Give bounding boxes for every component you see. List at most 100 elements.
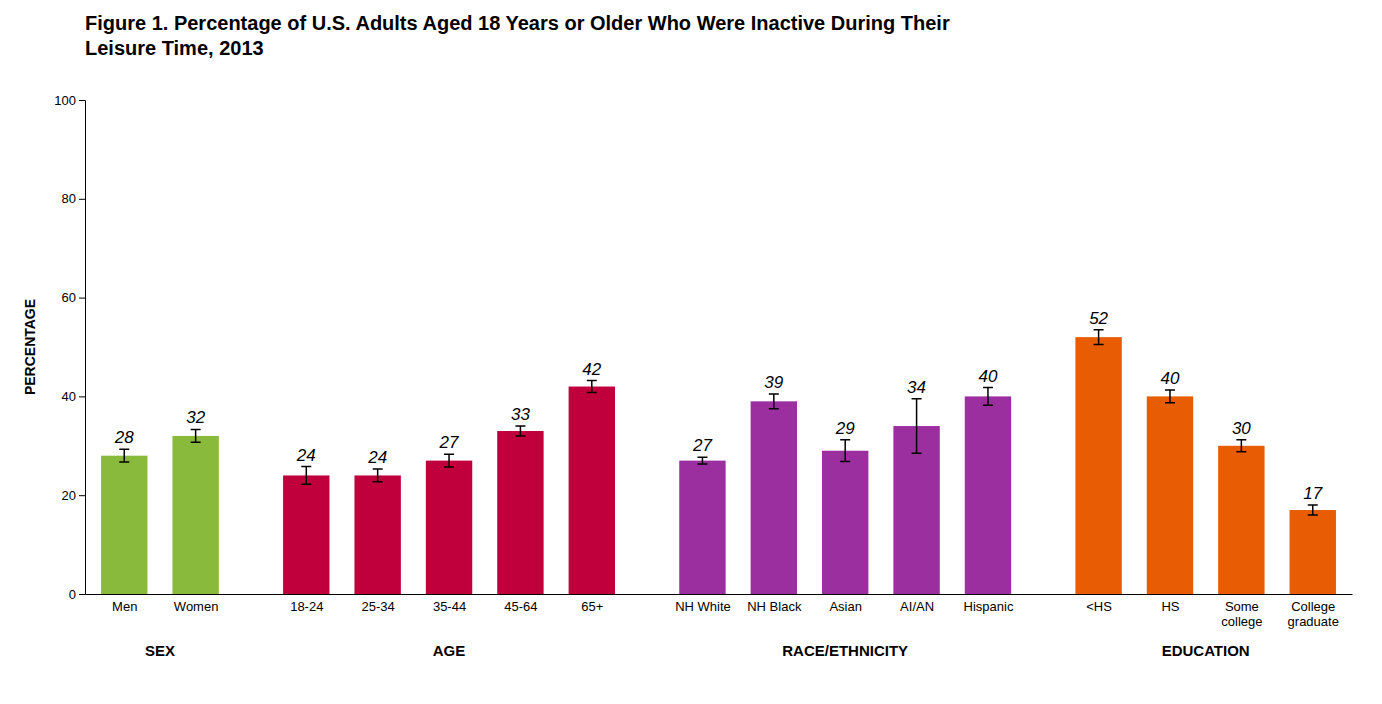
- group-label: SEX: [145, 642, 175, 659]
- data-label: 24: [367, 448, 387, 467]
- error-bar: [301, 467, 311, 485]
- x-tick-label: Asian: [829, 599, 862, 614]
- data-label: 42: [582, 360, 601, 379]
- x-tick: 25-34: [362, 594, 395, 614]
- bar: [1290, 510, 1336, 594]
- error-bar: [769, 394, 779, 409]
- error-bar: [983, 388, 993, 406]
- bar: [751, 401, 797, 594]
- x-tick-label-line: Some: [1225, 599, 1259, 614]
- x-tick-label-line: 65+: [581, 599, 603, 614]
- x-tick-label-line: HS: [1161, 599, 1179, 614]
- group-label: EDUCATION: [1162, 642, 1250, 659]
- y-tick-label: 0: [69, 587, 76, 602]
- x-tick: Somecollege: [1221, 594, 1262, 629]
- bar: [354, 475, 400, 594]
- bar: [497, 431, 543, 594]
- x-tick-label-line: AI/AN: [900, 599, 934, 614]
- x-tick-label-line: 25-34: [362, 599, 395, 614]
- group-label: RACE/ETHNICITY: [782, 642, 908, 659]
- y-tick: 0: [69, 587, 85, 602]
- data-label: 17: [1303, 484, 1322, 503]
- data-label: 27: [439, 433, 459, 452]
- x-tick-label: 65+: [581, 599, 603, 614]
- x-tick-label-line: 35-44: [433, 599, 466, 614]
- data-label: 40: [1161, 369, 1180, 388]
- x-tick-label: <HS: [1086, 599, 1112, 614]
- bar: [1218, 446, 1264, 594]
- error-bar: [191, 429, 201, 442]
- x-tick-label-line: graduate: [1288, 614, 1339, 629]
- x-axis-line: [86, 594, 1353, 595]
- y-axis: 020406080100: [54, 93, 85, 602]
- chart: Figure 1. Percentage of U.S. Adults Aged…: [0, 0, 1382, 704]
- bar: [172, 436, 218, 594]
- plot-area: [101, 330, 1336, 594]
- title-line: Leisure Time, 2013: [85, 37, 264, 59]
- data-labels: 28322424273342273929344052403017: [114, 309, 1323, 503]
- data-label: 32: [186, 408, 205, 427]
- error-bar: [912, 399, 922, 453]
- bar: [1075, 337, 1121, 594]
- x-tick-label-line: 18-24: [290, 599, 323, 614]
- x-tick: <HS: [1086, 594, 1112, 614]
- x-tick-label: NH White: [675, 599, 731, 614]
- title: Figure 1. Percentage of U.S. Adults Aged…: [85, 12, 950, 59]
- error-bar: [840, 440, 850, 462]
- x-tick-label: Hispanic: [964, 599, 1014, 614]
- y-tick-label: 60: [62, 290, 76, 305]
- x-tick-label-line: Men: [112, 599, 137, 614]
- y-tick: 60: [62, 290, 85, 305]
- bar: [822, 451, 868, 594]
- x-tick: Men: [112, 594, 137, 614]
- data-label: 24: [296, 446, 316, 465]
- x-tick-label: 45-64: [504, 599, 537, 614]
- x-tick: 35-44: [433, 594, 466, 614]
- data-label: 40: [978, 367, 997, 386]
- x-tick-label-line: Asian: [829, 599, 862, 614]
- data-label: 34: [907, 378, 926, 397]
- x-tick: NH Black: [747, 594, 802, 614]
- data-label: 28: [114, 428, 134, 447]
- x-tick-label: Somecollege: [1221, 599, 1262, 629]
- x-tick: Hispanic: [964, 594, 1014, 614]
- x-tick: 18-24: [290, 594, 323, 614]
- x-tick-label-line: college: [1221, 614, 1262, 629]
- data-label: 33: [511, 405, 530, 424]
- y-axis-line: [79, 101, 86, 595]
- error-bar: [119, 449, 129, 462]
- error-bar: [373, 469, 383, 482]
- x-tick-label: 18-24: [290, 599, 323, 614]
- x-tick-label: 25-34: [362, 599, 395, 614]
- bar: [283, 475, 329, 594]
- x-tick-label: Women: [174, 599, 219, 614]
- error-bar: [444, 454, 454, 467]
- y-tick: 40: [62, 389, 85, 404]
- y-tick-label: 40: [62, 389, 76, 404]
- data-label: 52: [1089, 309, 1108, 328]
- error-bar: [587, 381, 597, 393]
- x-tick-label-line: Hispanic: [964, 599, 1014, 614]
- y-tick-label: 80: [62, 191, 76, 206]
- x-tick-label-line: 45-64: [504, 599, 537, 614]
- x-tick-label: HS: [1161, 599, 1179, 614]
- group-label: AGE: [433, 642, 466, 659]
- data-label: 30: [1232, 419, 1251, 438]
- bar: [965, 396, 1011, 594]
- y-tick-mark: [79, 298, 85, 299]
- x-tick: HS: [1161, 594, 1179, 614]
- y-tick: 80: [62, 191, 85, 206]
- error-bar: [1165, 390, 1175, 403]
- x-tick-label: Men: [112, 599, 137, 614]
- y-tick-mark: [79, 495, 85, 496]
- error-bar: [697, 457, 707, 464]
- y-tick-mark: [79, 199, 85, 200]
- y-tick-label: 100: [54, 93, 76, 108]
- bar: [101, 456, 147, 594]
- y-tick-mark: [79, 594, 85, 595]
- x-tick-label-line: NH White: [675, 599, 731, 614]
- data-label: 27: [692, 436, 712, 455]
- x-tick-label-line: <HS: [1086, 599, 1112, 614]
- title-line: Figure 1. Percentage of U.S. Adults Aged…: [85, 12, 950, 34]
- x-tick-label-line: NH Black: [747, 599, 802, 614]
